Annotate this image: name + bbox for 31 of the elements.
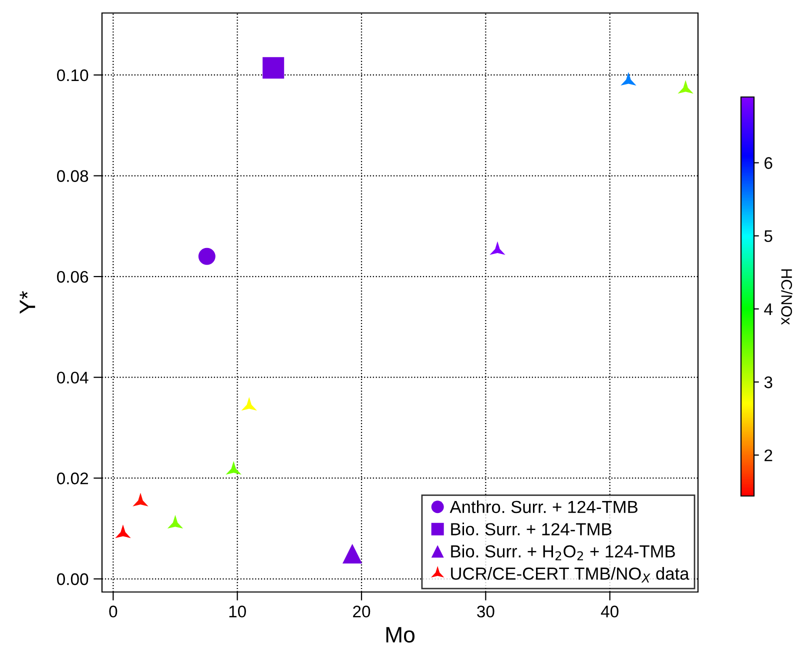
color-bar-label: 5 — [764, 230, 772, 242]
color-bar-label: 6 — [764, 157, 772, 169]
x-tick-label: 20 — [353, 606, 370, 618]
color-bar-label: 4 — [764, 303, 773, 315]
y-tick-label: 0.06 — [57, 270, 88, 283]
y-tick-label: 0.08 — [57, 170, 88, 182]
point — [226, 461, 242, 475]
legend-label: Bio. Surr. + H$_{2}$O$_{2}$ + 124-TMB — [451, 544, 675, 560]
point — [620, 72, 636, 86]
color-bar-label: 3 — [764, 376, 772, 388]
y-tick-label: 0.00 — [57, 573, 88, 586]
point — [678, 80, 694, 94]
x-tick-label: 0 — [109, 606, 118, 618]
point — [132, 492, 148, 506]
x-tick-label: 40 — [600, 606, 618, 618]
point — [167, 514, 184, 528]
y-axis-title: Y* — [20, 291, 36, 314]
x-axis-title: Mo — [386, 627, 415, 643]
legend-label: UCR/CE-CERT TMB/NO$_{X}$ data — [451, 567, 690, 582]
y-tick-label: 0.04 — [57, 372, 88, 384]
color-bar-title: HC/NOx — [781, 269, 792, 325]
point — [490, 241, 506, 255]
x-tick-label: 30 — [477, 606, 494, 618]
legend-label: Anthro. Surr. + 124-TMB — [450, 500, 638, 514]
legend-label: Bio. Surr. + 124-TMB — [451, 522, 612, 536]
x-tick-label: 10 — [229, 606, 246, 618]
y-tick-label: 0.10 — [57, 69, 88, 82]
point — [115, 524, 131, 538]
point — [241, 397, 257, 411]
color-bar-label: 2 — [764, 449, 772, 462]
y-tick-label: 0.02 — [57, 472, 88, 484]
